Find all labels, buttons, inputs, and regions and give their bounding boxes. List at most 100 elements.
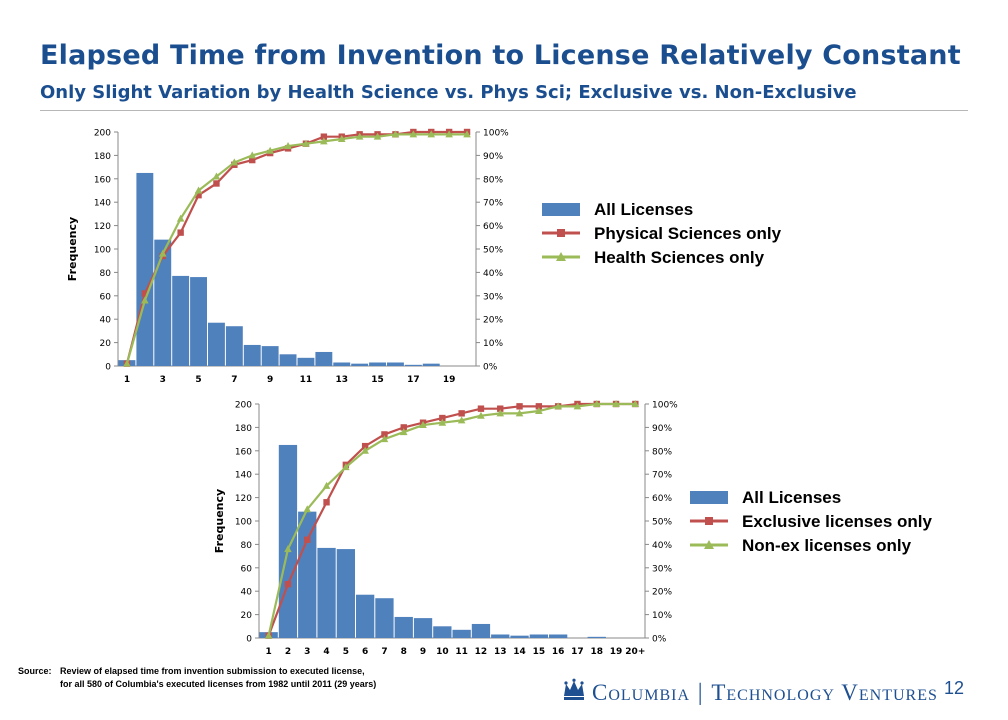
y-tick-label: 60: [241, 564, 253, 574]
columbia-technology-ventures-logo: Columbia | Technology Ventures: [562, 674, 942, 710]
triangle-marker: [419, 421, 427, 429]
y2-tick-label: 90%: [483, 152, 503, 162]
triangle-marker: [212, 172, 221, 180]
x-tick-label: 9: [267, 375, 273, 385]
y2-tick-label: 60%: [652, 494, 672, 504]
legend-label: Non-ex licenses only: [742, 536, 912, 555]
bar: [208, 322, 225, 366]
triangle-marker: [399, 428, 408, 436]
square-marker: [323, 499, 330, 506]
bar: [333, 362, 351, 366]
triangle-marker: [266, 146, 274, 154]
y-tick-label: 200: [94, 129, 111, 139]
x-tick-label: 15: [533, 647, 546, 657]
triangle-marker: [303, 505, 312, 513]
legend-label: Physical Sciences only: [594, 224, 782, 243]
bar: [225, 326, 243, 366]
bar: [404, 364, 422, 366]
x-tick-label: 16: [552, 647, 565, 657]
legend-exclusive-vs-nonexclusive: All Licenses Exclusive licenses only Non…: [690, 486, 980, 562]
source-text-line-1: Review of elapsed time from invention su…: [60, 666, 365, 676]
y2-tick-label: 20%: [652, 588, 672, 598]
bar: [387, 362, 404, 366]
triangle-marker: [284, 142, 292, 150]
y2-tick-label: 20%: [483, 316, 503, 326]
bar: [394, 616, 413, 638]
y2-tick-label: 50%: [483, 246, 503, 256]
x-tick-label: 5: [343, 647, 349, 657]
x-tick-label: 14: [513, 647, 526, 657]
title-divider: [40, 110, 968, 111]
triangle-marker: [284, 545, 292, 553]
series-line: [125, 133, 468, 364]
x-tick-label: 11: [455, 647, 468, 657]
triangle-marker: [123, 359, 131, 367]
logo-separator: |: [697, 680, 704, 706]
x-tick-label: 19: [443, 375, 456, 385]
bar: [351, 363, 369, 366]
y2-tick-label: 90%: [652, 424, 672, 434]
bar: [529, 634, 548, 638]
triangle-marker: [141, 296, 149, 304]
logo-columbia-text: Columbia: [592, 680, 691, 705]
triangle-marker: [194, 186, 203, 194]
bar: [422, 363, 440, 366]
y-tick-label: 120: [94, 222, 111, 232]
triangle-marker: [302, 139, 310, 147]
chart-physical-vs-health: 0 20 40 60 80 100 120 140 160 180 200 0% 10% 20% 30% 40…: [66, 129, 509, 386]
y-tick-label: 0: [105, 363, 111, 373]
triangle-marker: [445, 130, 453, 138]
triangle-marker: [592, 400, 601, 407]
y2-tick-label: 30%: [652, 564, 672, 574]
x-tick-label: 18: [590, 647, 603, 657]
square-marker: [516, 403, 523, 410]
y-tick-label: 20: [100, 339, 112, 349]
square-marker: [284, 580, 292, 588]
x-tick-label: 3: [160, 375, 166, 385]
x-tick-label: 1: [124, 375, 130, 385]
y2-tick-label: 70%: [483, 199, 503, 209]
x-tick-label: 19: [610, 647, 623, 657]
square-marker: [195, 191, 202, 199]
square-marker: [439, 414, 446, 422]
triangle-marker: [373, 132, 382, 140]
square-marker: [249, 156, 256, 164]
y2-tick-label: 80%: [483, 175, 503, 185]
y-tick-label: 140: [94, 199, 111, 209]
y-axis-title: Frequency: [213, 489, 226, 553]
bar: [587, 636, 606, 638]
bar: [315, 351, 333, 366]
bar: [413, 618, 433, 638]
x-tick-label: 3: [304, 647, 310, 657]
square-marker: [361, 442, 369, 450]
triangle-marker: [342, 463, 350, 471]
series-line: [267, 402, 636, 636]
y-tick-label: 100: [94, 246, 111, 256]
bar: [317, 547, 336, 638]
triangle-marker: [380, 435, 389, 443]
x-tick-label: 4: [323, 647, 329, 657]
x-tick-label: 1: [266, 647, 272, 657]
square-marker: [213, 180, 220, 187]
triangle-marker: [230, 158, 239, 166]
square-marker: [141, 290, 149, 297]
bar: [154, 239, 172, 366]
triangle-marker: [438, 418, 447, 426]
crown-icon: [564, 678, 584, 700]
y-tick-label: 180: [235, 424, 252, 434]
y-tick-label: 100: [235, 518, 252, 528]
y-tick-label: 40: [241, 588, 253, 598]
y2-tick-label: 0%: [652, 635, 667, 645]
y-tick-label: 40: [100, 316, 112, 326]
triangle-marker: [554, 402, 562, 410]
y-axis-title: Frequency: [66, 217, 79, 281]
triangle-marker: [496, 409, 505, 417]
y-tick-label: 60: [100, 292, 112, 302]
x-tick-label: 7: [381, 647, 387, 657]
series-line: [267, 402, 636, 637]
x-tick-label: 10: [436, 647, 449, 657]
square-marker: [477, 405, 485, 412]
square-marker: [304, 536, 311, 543]
x-tick-label: 15: [371, 375, 384, 385]
page-number: 12: [944, 678, 965, 698]
